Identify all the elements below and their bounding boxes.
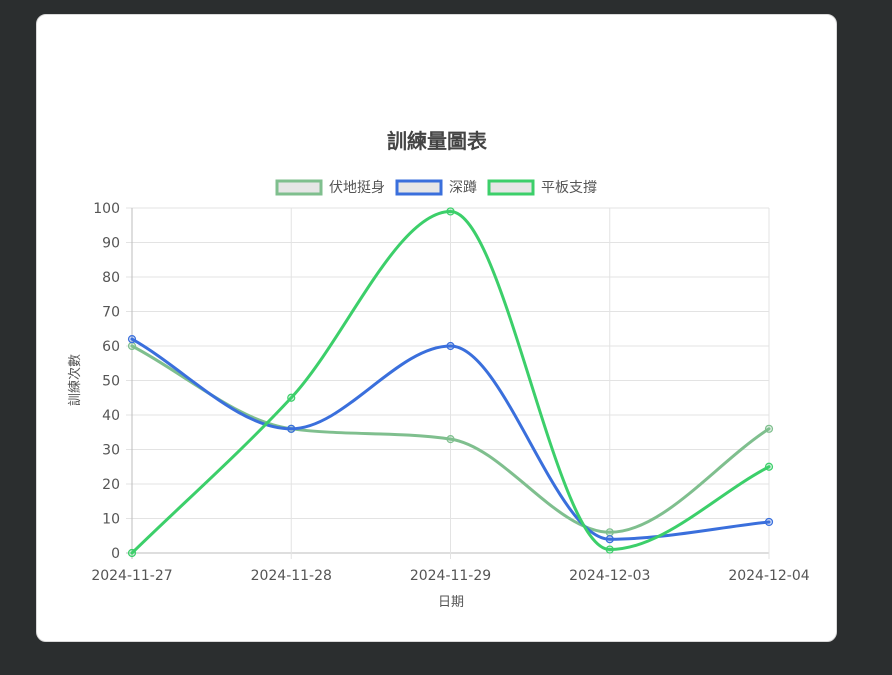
legend[interactable]: 伏地挺身 深蹲 平板支撐 xyxy=(275,179,597,196)
data-point[interactable] xyxy=(605,535,614,544)
x-tick-label: 2024-11-29 xyxy=(410,568,491,584)
y-tick-label: 40 xyxy=(102,408,120,424)
data-point[interactable] xyxy=(605,528,614,537)
chart-card xyxy=(36,14,837,642)
y-axis-ticks: 0 10 20 30 40 50 60 70 80 90 100 xyxy=(93,201,120,562)
x-tick-label: 2024-12-04 xyxy=(728,568,809,584)
legend-swatch xyxy=(275,179,323,196)
legend-item[interactable]: 深蹲 xyxy=(395,179,477,196)
series-line xyxy=(130,344,771,534)
y-tick-label: 50 xyxy=(102,374,120,390)
y-tick-label: 20 xyxy=(102,477,120,493)
x-tick-label: 2024-12-03 xyxy=(569,568,650,584)
data-point[interactable] xyxy=(446,207,455,216)
y-tick-label: 10 xyxy=(102,512,120,528)
legend-label: 平板支撐 xyxy=(541,180,597,196)
data-point[interactable] xyxy=(287,393,296,402)
y-tick-label: 80 xyxy=(102,270,120,286)
legend-label: 伏地挺身 xyxy=(329,180,385,196)
y-tick-label: 90 xyxy=(102,236,120,252)
series-2 xyxy=(127,207,774,558)
legend-swatch xyxy=(395,179,443,196)
data-point[interactable] xyxy=(446,341,455,351)
data-point[interactable] xyxy=(446,435,455,444)
series-line xyxy=(130,209,771,555)
legend-label: 深蹲 xyxy=(449,180,477,196)
data-point[interactable] xyxy=(127,548,137,558)
data-point[interactable] xyxy=(764,424,774,433)
x-tick-label: 2024-11-28 xyxy=(251,568,332,584)
x-axis-label: 日期 xyxy=(438,595,464,610)
series-lines xyxy=(127,207,774,558)
series-line xyxy=(130,337,771,541)
data-point[interactable] xyxy=(127,335,137,344)
grid xyxy=(126,207,770,559)
chart-title: 訓練量圖表 xyxy=(387,129,488,153)
y-tick-label: 0 xyxy=(111,546,120,562)
x-tick-label: 2024-11-27 xyxy=(91,568,172,584)
y-tick-label: 30 xyxy=(102,443,120,459)
y-tick-label: 70 xyxy=(102,305,120,321)
y-tick-label: 60 xyxy=(102,339,120,355)
data-point[interactable] xyxy=(764,517,774,527)
data-point[interactable] xyxy=(605,545,614,554)
data-point[interactable] xyxy=(287,424,296,433)
legend-item[interactable]: 平板支撐 xyxy=(487,179,597,196)
x-axis-ticks: 2024-11-27 2024-11-28 2024-11-29 2024-12-03… xyxy=(91,568,809,584)
data-point[interactable] xyxy=(127,341,137,351)
y-axis-label: 訓練次數 xyxy=(67,354,83,406)
series-1 xyxy=(127,335,774,544)
data-point[interactable] xyxy=(764,462,774,471)
legend-item[interactable]: 伏地挺身 xyxy=(275,179,385,196)
legend-swatch xyxy=(487,179,535,196)
y-tick-label: 100 xyxy=(93,201,120,217)
